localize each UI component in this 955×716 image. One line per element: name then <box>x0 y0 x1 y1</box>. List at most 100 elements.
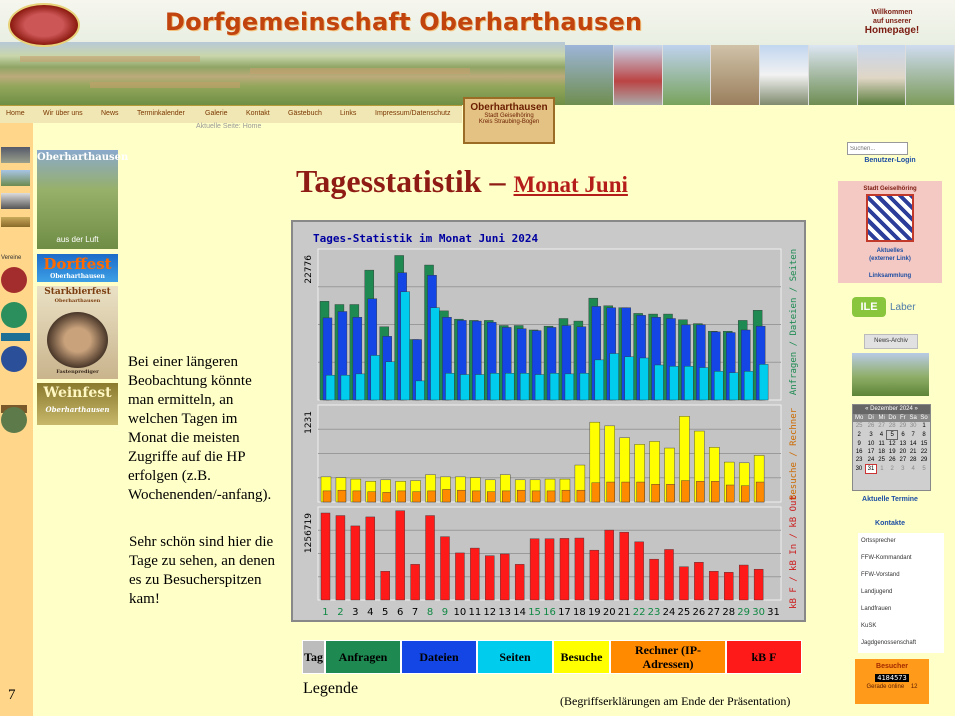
welcome-text: Willkommen auf unserer Homepage! <box>864 9 920 36</box>
ile-laber-logo[interactable]: ILE Laber <box>852 293 932 321</box>
bar-seiten <box>549 373 560 401</box>
contact-link[interactable]: Landfrauen <box>861 606 892 612</box>
bar-rechner <box>472 490 481 503</box>
bar-seiten <box>519 373 530 401</box>
verein-emblem-6[interactable] <box>1 407 27 433</box>
x-tick-label: 12 <box>483 607 496 618</box>
nav-terminkalender[interactable]: Terminkalender <box>137 110 185 117</box>
bar-rechner <box>681 480 690 503</box>
bar-seiten <box>475 374 485 401</box>
nav-links[interactable]: Links <box>340 110 357 117</box>
bar-rechner <box>487 491 496 503</box>
banner-dorffest[interactable]: Dorffest Oberharthausen <box>37 254 118 282</box>
verein-emblem-3[interactable] <box>1 333 30 341</box>
nav-gaestebuch[interactable]: Gästebuch <box>288 110 322 117</box>
calendar-title: « Dezember 2024 » <box>853 405 930 414</box>
bar-rechner <box>457 489 466 503</box>
breadcrumb: Aktuelle Seite: Home <box>196 123 262 130</box>
news-archiv-button[interactable]: News-Archiv <box>864 334 918 349</box>
bar-seiten <box>325 374 336 401</box>
contact-link[interactable]: Landjugend <box>861 589 893 595</box>
bar-rechner <box>442 489 451 503</box>
right-axis-label: kB F / kB In / kB Out <box>789 495 799 609</box>
contact-link[interactable]: Jagdgenossenschaft <box>861 640 917 646</box>
x-tick-label: 28 <box>722 607 735 618</box>
bar-seiten <box>639 357 649 401</box>
bar-rechner <box>352 490 362 503</box>
x-tick-label: 9 <box>442 607 448 618</box>
side-image-3[interactable] <box>1 193 30 209</box>
club-logo[interactable] <box>8 3 80 47</box>
bar-rechner <box>322 490 332 503</box>
nav-wir-ueber-uns[interactable]: Wir über uns <box>43 110 83 117</box>
header-photo-strip <box>565 45 955 105</box>
banner-starkbierfest[interactable]: Starkbierfest Oberharthausen Fastenpredi… <box>37 286 118 379</box>
y-max-label: 1231 <box>304 411 314 434</box>
bar-seiten <box>684 366 694 401</box>
linksammlung-link[interactable]: Linksammlung <box>868 273 912 279</box>
side-image-2[interactable] <box>1 170 30 186</box>
bar-rechner <box>666 484 675 503</box>
verein-emblem-4[interactable] <box>1 346 27 372</box>
fastenprediger-portrait <box>47 312 108 368</box>
verein-emblem-2[interactable] <box>1 302 27 328</box>
bar-seiten <box>579 373 590 401</box>
bar-seiten <box>340 374 351 401</box>
page-number: 7 <box>8 687 16 703</box>
banner-weinfest[interactable]: Weinfest Oberharthausen <box>37 383 118 425</box>
bar-kbf <box>529 538 540 601</box>
bar-seiten <box>415 380 425 401</box>
bar-rechner <box>516 489 526 503</box>
x-tick-label: 23 <box>648 607 661 618</box>
contact-link[interactable]: Ortssprecher <box>861 538 896 544</box>
aktuelles-link[interactable]: Aktuelles <box>876 248 904 254</box>
x-tick-label: 5 <box>382 607 388 618</box>
bar-kbf <box>724 572 734 601</box>
nav-news[interactable]: News <box>101 110 119 117</box>
bar-rechner <box>397 490 406 503</box>
x-tick-label: 11 <box>468 607 481 618</box>
contact-link[interactable]: FFW-Kommandant <box>861 555 912 561</box>
nav-kontakt[interactable]: Kontakt <box>246 110 270 117</box>
side-image-1[interactable] <box>1 147 30 163</box>
bar-kbf <box>410 564 420 601</box>
bar-seiten <box>430 307 440 401</box>
visitor-counter: 4184573 <box>875 674 909 682</box>
x-tick-label: 8 <box>427 607 433 618</box>
vereine-label: Vereine <box>1 255 22 261</box>
bar-rechner <box>382 492 391 503</box>
nav-galerie[interactable]: Galerie <box>205 110 228 117</box>
bar-seiten <box>654 364 664 401</box>
x-tick-label: 30 <box>752 607 765 618</box>
bar-kbf <box>350 525 361 601</box>
search-input[interactable] <box>847 142 908 155</box>
x-tick-label: 14 <box>513 607 526 618</box>
visitor-counter-box: Besucher 4184573 Gerade online 12 <box>855 659 929 704</box>
nav-impressum[interactable]: Impressum/Datenschutz <box>375 110 451 117</box>
login-link[interactable]: Benutzer-Login <box>864 157 916 164</box>
nav-home[interactable]: Home <box>6 110 25 117</box>
contact-link[interactable]: FFW-Vorstand <box>861 572 900 578</box>
slide-heading: Tagesstatistik – Monat Juni <box>296 163 628 199</box>
bar-seiten <box>669 366 679 401</box>
x-tick-label: 3 <box>352 607 358 618</box>
aktuelle-termine-link[interactable]: Aktuelle Termine <box>862 496 918 503</box>
chart-title: Tages-Statistik im Monat Juni 2024 <box>313 232 539 245</box>
side-image-4[interactable] <box>1 217 30 227</box>
verein-emblem-1[interactable] <box>1 267 27 293</box>
bar-kbf <box>514 564 525 601</box>
bar-kbf <box>365 516 376 601</box>
bar-rechner <box>636 481 645 503</box>
bar-seiten <box>743 371 754 401</box>
calendar-widget[interactable]: « Dezember 2024 » Mo Di Mi Do Fr Sa So 25 26 27 2… <box>852 404 931 491</box>
bar-rechner <box>531 490 541 503</box>
bar-kbf <box>649 558 659 601</box>
contact-link[interactable]: KuSK <box>861 623 877 629</box>
bar-rechner <box>711 481 720 503</box>
stadt-geiselhoering-box[interactable]: Stadt Geiselhöring Aktuelles (externer L… <box>838 181 942 283</box>
banner-luft[interactable]: Oberharthausen aus der Luft <box>37 150 128 249</box>
online-label: Gerade online <box>866 684 905 690</box>
x-tick-label: 1 <box>322 607 328 618</box>
bar-rechner <box>740 485 750 503</box>
bar-rechner <box>502 490 511 503</box>
